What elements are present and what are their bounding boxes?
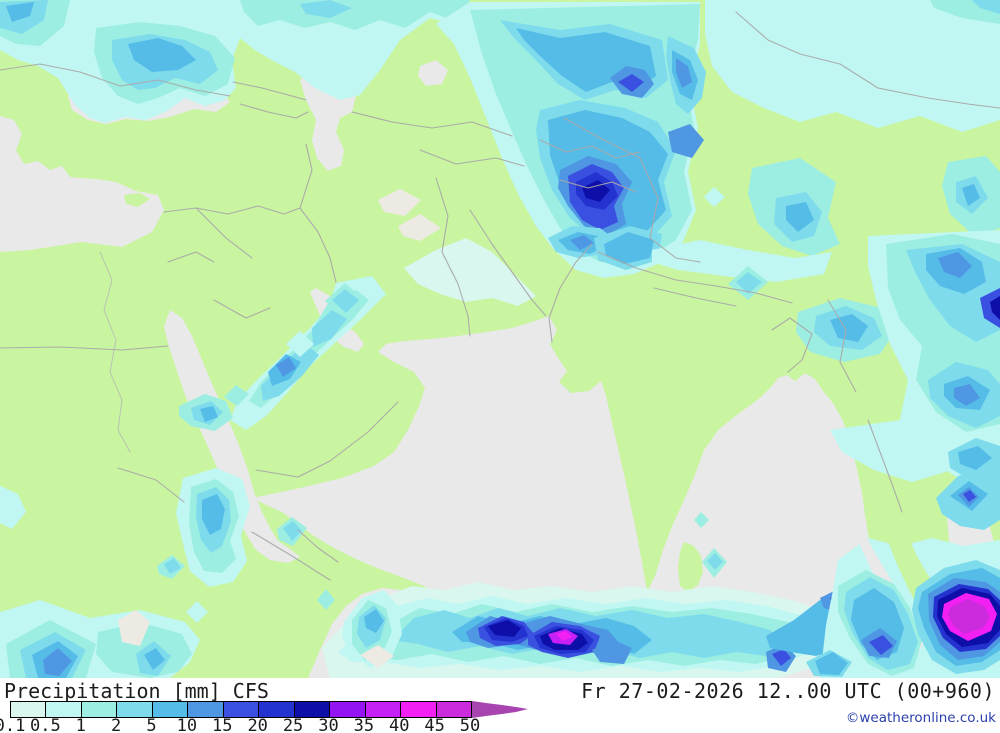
legend-tick-label: 5	[146, 716, 157, 733]
legend-color-segment	[46, 702, 82, 717]
legend-tick-label: 0.1	[0, 716, 26, 733]
legend-colorbar	[10, 701, 472, 718]
valid-time-label: Fr 27-02-2026 12..00 UTC (00+960)	[581, 679, 995, 703]
sri-lanka-island	[678, 542, 703, 592]
legend-tick-label: 10	[176, 716, 198, 733]
precipitation-map	[0, 0, 1000, 678]
cyprus-island	[124, 193, 150, 207]
precip-eritrea	[179, 394, 233, 431]
legend-tick-label: 20	[247, 716, 268, 733]
precip-east-europe-band	[0, 0, 470, 123]
precip-east-africa-south	[0, 486, 200, 678]
legend-arrow	[472, 701, 528, 718]
mediterranean-aegean-sea	[0, 116, 164, 252]
legend-color-segment	[223, 702, 260, 717]
indian-ocean-arabian-sea	[252, 316, 1000, 678]
precip-southeast-asia	[806, 468, 1000, 678]
precip-central-asia	[404, 2, 704, 306]
legend-color-segment	[188, 702, 224, 717]
copyright-credit: ©weatheronline.co.uk	[845, 710, 996, 726]
legend-color-segment	[117, 702, 153, 717]
legend-tick-label: 25	[282, 716, 304, 733]
legend-tick-label: 50	[459, 716, 481, 733]
legend-tick-label: 1	[75, 716, 86, 733]
red-sea	[164, 310, 300, 563]
country-borders	[0, 11, 1000, 581]
legend-tick-label: 40	[388, 716, 410, 733]
precip-ethiopia	[157, 468, 335, 623]
legend-tick-label: 15	[212, 716, 233, 733]
legend-tick-label: 30	[318, 716, 339, 733]
precip-himalaya-china	[652, 187, 1000, 482]
aral-sea	[418, 60, 448, 86]
legend-color-segment	[436, 702, 472, 717]
legend-color-segment	[259, 702, 295, 717]
legend-tick-label: 45	[424, 716, 445, 733]
legend-color-segment	[81, 702, 118, 717]
legend-arrow-shape	[472, 701, 528, 718]
legend-color-segment	[401, 702, 437, 717]
precip-somalia-offshore	[342, 590, 402, 668]
legend-tick-label: 35	[353, 716, 375, 733]
precip-contours	[0, 0, 1000, 678]
legend-tick-label: 0.5	[30, 716, 61, 733]
precip-china-north	[666, 0, 1000, 256]
legend-color-segment	[330, 702, 366, 717]
legend-tick-label: 2	[111, 716, 122, 733]
precip-arabia-band	[224, 276, 386, 430]
nile-river	[99, 251, 131, 453]
legend-color-segment	[11, 702, 47, 717]
legend-color-segment	[294, 702, 331, 717]
seas	[0, 45, 1000, 678]
legend-color-segment	[152, 702, 189, 717]
map-title: Precipitation [mm] CFS	[4, 679, 269, 703]
pale-patches	[118, 189, 441, 668]
legend-color-segment	[365, 702, 402, 717]
